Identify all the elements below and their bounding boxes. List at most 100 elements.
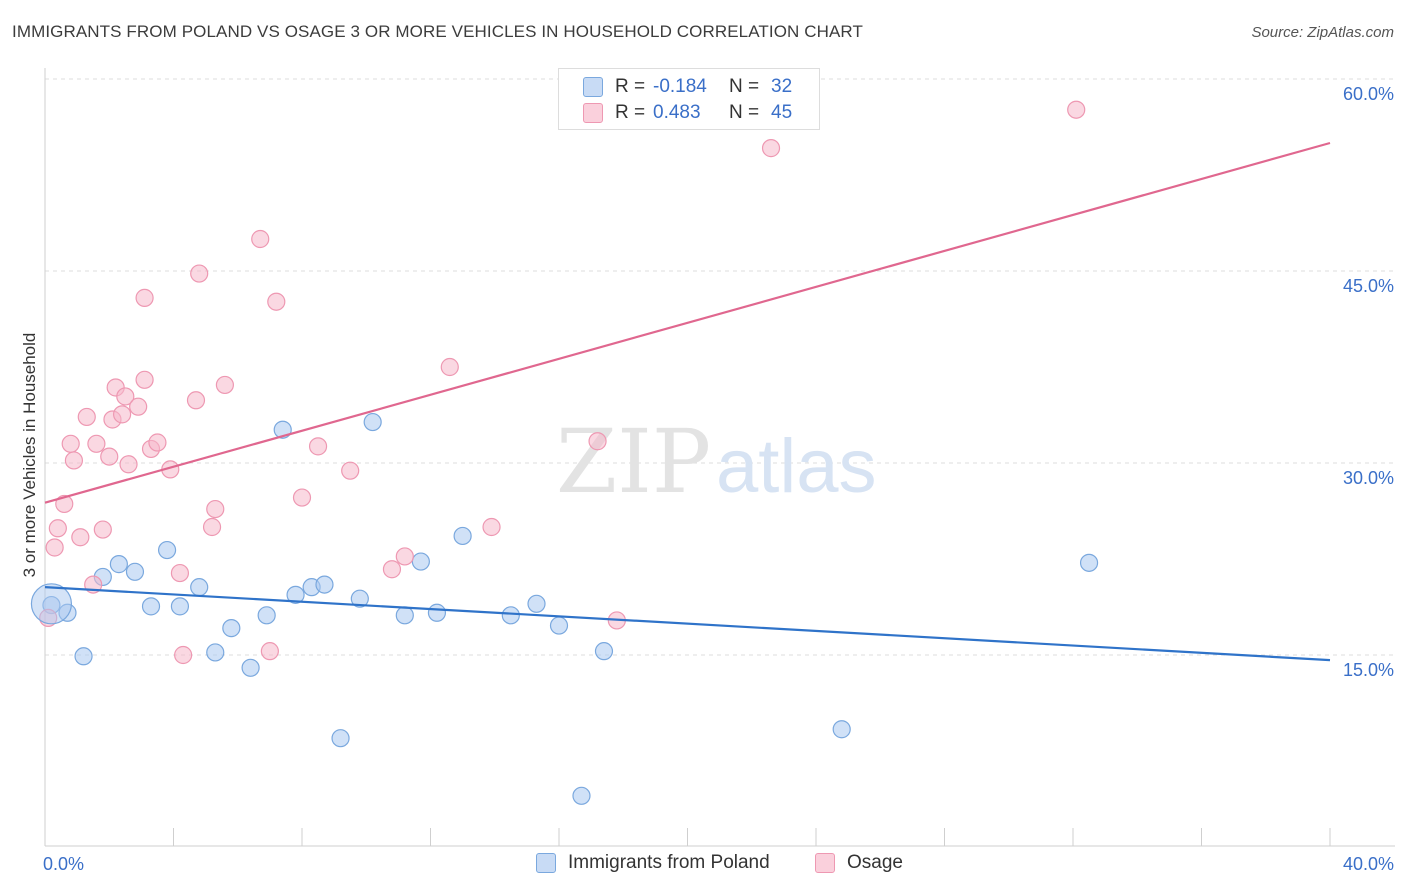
data-point [148,433,167,452]
data-point [427,603,447,622]
source-label: Source: ZipAtlas.com [1251,24,1394,41]
data-point [55,494,74,514]
data-point [170,597,190,616]
data-point [190,264,209,283]
watermark-zip: ZIP [556,410,711,513]
trend-lines [44,141,1331,662]
data-point [331,729,350,748]
data-point [341,461,360,480]
data-point [170,563,190,583]
n-value: 32 [771,76,793,97]
data-point [206,499,225,519]
data-point [64,451,84,470]
series-poland-points [42,412,1099,805]
data-point [594,642,614,661]
data-point [186,391,206,410]
watermark-atlas: atlas [716,424,877,509]
legend-item-poland[interactable]: Immigrants from Poland [536,852,770,874]
data-point [267,292,286,311]
data-point [71,528,90,547]
legend-row-osage: R = 0.483 N = 45 [583,101,792,125]
data-point [1067,100,1086,119]
data-point [411,552,430,571]
y-tick-label: 15.0% [1343,660,1394,680]
n-label: N = [729,76,760,97]
data-point [112,405,132,424]
data-point [453,526,472,546]
data-point [174,645,193,665]
data-point [100,447,119,466]
data-point [119,455,138,474]
data-points [30,86,1099,805]
x-tick-label: 0.0% [43,854,84,874]
axes [44,68,1395,847]
correlation-legend: R = -0.184 N = 32 R = 0.483 N = 45 [558,68,820,130]
series-osage-points [39,86,1086,665]
legend-label-osage: Osage [847,852,903,873]
data-point [549,616,569,635]
data-point [77,407,96,427]
data-point [382,560,402,579]
data-point [157,540,177,560]
grid-lines [45,78,1395,656]
legend-swatch-osage [815,853,835,873]
data-point [257,606,276,625]
data-point [206,643,225,662]
data-point [215,375,234,395]
data-point [61,434,80,453]
data-point [135,288,154,307]
data-point [308,437,328,456]
n-label: N = [729,102,760,123]
data-point [588,432,607,451]
legend-label-poland: Immigrants from Poland [568,852,770,873]
series-legend: Immigrants from Poland Osage [0,852,1406,876]
data-point [363,412,382,432]
data-point [45,538,64,557]
legend-row-poland: R = -0.184 N = 32 [583,75,792,99]
data-point-large [30,583,73,625]
data-point [74,647,93,666]
data-point [93,520,112,539]
legend-swatch-poland [583,77,603,97]
r-value: -0.184 [653,76,707,97]
tick-labels: 15.0% 30.0% 45.0% 60.0% 0.0% 40.0% [43,84,1394,874]
data-point [202,517,222,537]
data-point [109,555,128,574]
y-tick-label: 60.0% [1343,84,1394,104]
data-point [251,229,270,249]
watermark: ZIP atlas [556,410,877,513]
trend-line-osage [44,141,1331,504]
data-point [315,575,334,594]
data-point [527,594,546,613]
data-point [440,357,459,377]
r-label: R = [615,76,646,97]
data-point [116,387,135,406]
data-point [241,658,260,677]
n-value: 45 [771,102,793,123]
r-label: R = [615,102,646,123]
data-point [482,517,501,537]
data-point [832,720,851,739]
data-point [135,370,154,389]
data-point [395,547,414,566]
data-point [572,786,591,805]
legend-item-osage[interactable]: Osage [815,852,903,874]
data-point [141,597,161,616]
y-tick-label: 45.0% [1343,276,1394,296]
data-point [129,397,148,416]
x-tick-label: 40.0% [1343,854,1394,874]
chart-title: IMMIGRANTS FROM POLAND VS OSAGE 3 OR MOR… [12,22,863,41]
legend-swatch-poland [536,853,556,873]
data-point [125,562,145,581]
y-tick-label: 30.0% [1343,468,1394,488]
data-point [286,585,305,604]
data-point [190,578,209,597]
data-point [501,606,520,625]
data-point [260,642,279,661]
data-point [292,488,312,507]
data-point [87,434,106,453]
y-axis-label: 3 or more Vehicles in Household [20,332,39,578]
data-point [1079,553,1099,572]
trend-line-poland [44,586,1331,662]
